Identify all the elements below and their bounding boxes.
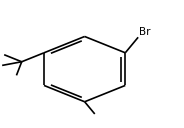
Text: Br: Br [139, 27, 151, 37]
